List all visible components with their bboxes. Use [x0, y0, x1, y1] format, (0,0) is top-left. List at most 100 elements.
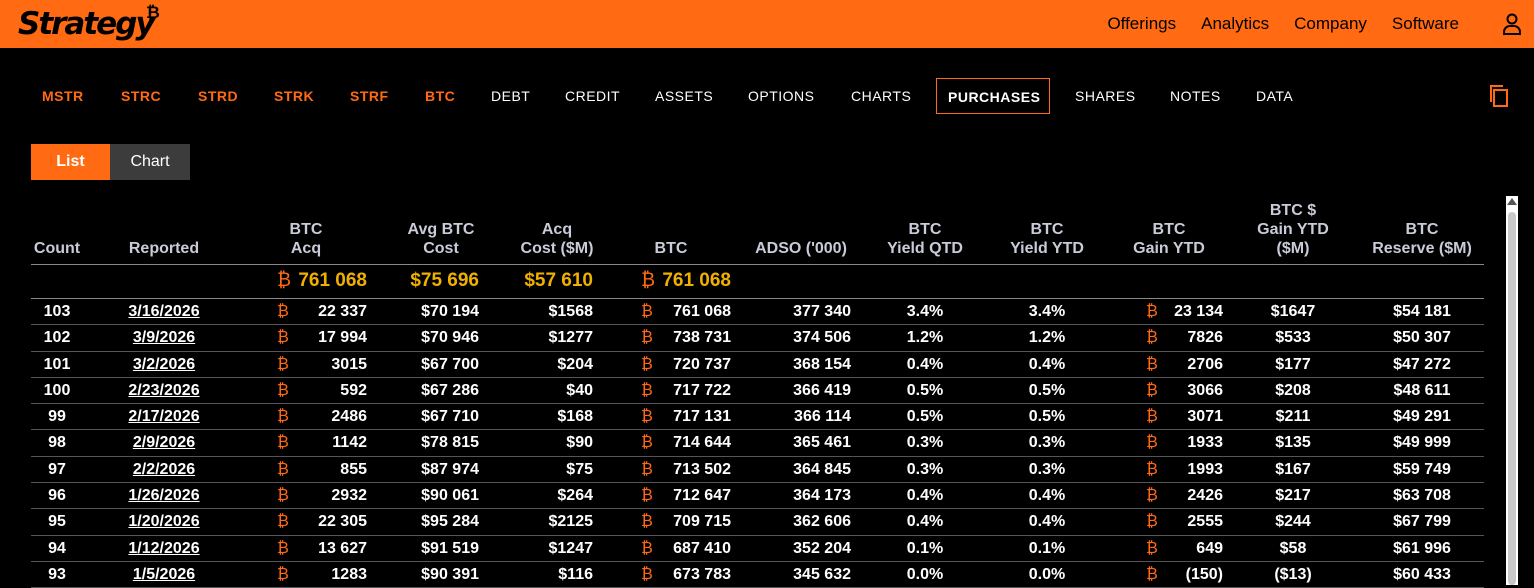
header-text: ADSO ('000): [755, 240, 847, 257]
cell-gain-ytd: 2706: [1187, 355, 1223, 373]
cell-adso: 374 506: [793, 329, 851, 347]
total-btc: 761 068: [662, 270, 731, 291]
cell-avg-btc-cost: $67 700: [421, 355, 479, 373]
cell-gain-usd: $177: [1275, 355, 1311, 373]
cell-reported-date[interactable]: 2/9/2026: [132, 434, 196, 452]
cell-yield-qtd: 0.4%: [906, 355, 944, 373]
col-avg-cost-header[interactable]: Avg BTC Cost: [391, 220, 491, 258]
cell-reported-date[interactable]: 3/16/2026: [128, 303, 200, 320]
tab-notes[interactable]: NOTES: [1170, 88, 1221, 104]
cell-btc-acq: 2486: [331, 408, 367, 426]
cell-yield-ytd: 0.4%: [1028, 355, 1066, 373]
tab-debt[interactable]: DEBT: [491, 88, 531, 104]
table-row: 94 1/12/2026 ₿ 13 627 $91 519 $1247 ₿ 687 410 35…: [31, 536, 1484, 562]
col-btc-acq-header[interactable]: BTC Acq: [271, 220, 341, 258]
cell-btc-acq: 1142: [332, 434, 367, 452]
cell-yield-ytd: 0.3%: [1028, 434, 1066, 452]
cell-reported-date[interactable]: 1/20/2026: [128, 513, 200, 531]
col-btc-header[interactable]: BTC: [641, 239, 701, 258]
tab-strc[interactable]: STRC: [121, 88, 162, 104]
cell-reported-date[interactable]: 1/5/2026: [132, 565, 196, 583]
cell-yield-qtd: 0.1%: [906, 539, 944, 557]
tab-charts[interactable]: CHARTS: [851, 88, 912, 104]
table-row: 102 3/9/2026 ₿ 17 994 $70 946 $1277 ₿ 738 731 37…: [31, 325, 1484, 352]
tab-strf[interactable]: STRF: [350, 88, 389, 104]
cell-avg-btc-cost: $67 286: [421, 381, 479, 399]
header-text: BTC $: [1269, 202, 1317, 219]
bitcoin-icon: ₿: [1146, 487, 1158, 505]
col-count-header[interactable]: Count: [31, 239, 83, 258]
cell-yield-qtd: 0.3%: [906, 460, 944, 478]
col-reported-header[interactable]: Reported: [111, 239, 217, 258]
nav-software[interactable]: Software: [1391, 14, 1459, 33]
bitcoin-icon: ₿: [1146, 408, 1158, 426]
cell-reserve: $59 749: [1393, 460, 1451, 478]
cell-btc-total: 714 644: [673, 434, 731, 452]
cell-yield-ytd: 0.5%: [1028, 381, 1066, 399]
cell-gain-ytd: 3071: [1187, 408, 1223, 426]
col-adso-header[interactable]: ADSO ('000): [741, 239, 861, 258]
cell-reported-date[interactable]: 1/26/2026: [128, 487, 200, 505]
tab-data[interactable]: DATA: [1256, 88, 1294, 104]
bitcoin-icon: ₿: [641, 355, 653, 373]
table-row: 103 3/16/2026 ₿ 22 337 $70 194 $1568 ₿ 761 068 3…: [31, 299, 1484, 326]
cell-reported-date[interactable]: 2/23/2026: [128, 381, 200, 399]
user-icon[interactable]: [1502, 13, 1522, 35]
cell-acq-cost: $75: [566, 460, 593, 478]
bitcoin-icon: ₿: [641, 434, 653, 452]
cell-reported-date[interactable]: 2/2/2026: [132, 460, 196, 478]
col-acq-cost-header[interactable]: Acq Cost ($M): [507, 220, 607, 258]
scroll-up-arrow-icon[interactable]: [1507, 198, 1517, 205]
copy-icon[interactable]: [1488, 84, 1510, 108]
bitcoin-icon: ₿: [641, 460, 653, 478]
cell-reported-date[interactable]: 2/17/2026: [128, 408, 200, 426]
cell-acq-cost: $90: [566, 434, 593, 452]
cell-reported-date[interactable]: 1/12/2026: [128, 539, 200, 557]
view-toggle: List Chart: [31, 144, 190, 180]
table-row: 99 2/17/2026 ₿ 2486 $67 710 $168 ₿ 717 131 366 1…: [31, 404, 1484, 431]
tab-btc[interactable]: BTC: [425, 88, 456, 104]
col-yield-qtd-header[interactable]: BTC Yield QTD: [871, 220, 979, 258]
cell-yield-ytd: 0.0%: [1028, 565, 1066, 583]
tab-options[interactable]: OPTIONS: [748, 88, 815, 104]
header-text: BTC: [1152, 221, 1186, 238]
cell-yield-qtd: 1.2%: [906, 329, 944, 347]
col-gain-ytd-header[interactable]: BTC Gain YTD: [1115, 220, 1223, 258]
cell-yield-ytd: 0.4%: [1028, 513, 1066, 531]
tab-mstr[interactable]: MSTR: [42, 88, 84, 104]
cell-gain-usd: $217: [1275, 487, 1311, 505]
tab-assets[interactable]: ASSETS: [655, 88, 714, 104]
bitcoin-icon: ₿: [1146, 329, 1158, 347]
col-gain-usd-header[interactable]: BTC $ Gain YTD ($M): [1241, 201, 1345, 258]
cell-reported-date[interactable]: 3/2/2026: [132, 355, 196, 373]
nav-company[interactable]: Company: [1294, 14, 1367, 33]
cell-gain-usd: ($13): [1274, 565, 1312, 583]
bitcoin-icon: ₿: [277, 565, 289, 583]
bitcoin-icon: ₿: [277, 513, 289, 531]
bitcoin-icon: ₿: [641, 487, 653, 505]
cell-btc-total: 709 715: [673, 513, 731, 531]
tab-purchases[interactable]: PURCHASES: [936, 78, 1050, 114]
cell-gain-usd: $167: [1275, 460, 1311, 478]
nav-offerings[interactable]: Offerings: [1107, 14, 1177, 33]
nav-analytics[interactable]: Analytics: [1201, 14, 1270, 33]
header-text: BTC: [908, 221, 942, 238]
brand-logo[interactable]: Strategy: [18, 6, 156, 42]
cell-count: 99: [48, 408, 66, 426]
list-view-button[interactable]: List: [31, 144, 110, 180]
col-reserve-header[interactable]: BTC Reserve ($M): [1361, 220, 1483, 258]
chart-view-button[interactable]: Chart: [110, 144, 190, 180]
col-yield-ytd-header[interactable]: BTC Yield YTD: [993, 220, 1101, 258]
cell-reported-date[interactable]: 3/9/2026: [132, 329, 196, 347]
tab-shares[interactable]: SHARES: [1075, 88, 1136, 104]
cell-btc-acq: 22 305: [318, 513, 367, 531]
cell-yield-ytd: 0.3%: [1028, 460, 1066, 478]
tab-credit[interactable]: CREDIT: [565, 88, 621, 104]
tab-strd[interactable]: STRD: [198, 88, 239, 104]
header-text: Reserve ($M): [1372, 240, 1472, 257]
scrollbar-thumb[interactable]: [1508, 212, 1516, 585]
cell-avg-btc-cost: $70 194: [421, 303, 479, 320]
table-row: 96 1/26/2026 ₿ 2932 $90 061 $264 ₿ 712 647 364 1…: [31, 483, 1484, 510]
tab-strk[interactable]: STRK: [274, 88, 315, 104]
header-text: Acq: [541, 221, 573, 238]
